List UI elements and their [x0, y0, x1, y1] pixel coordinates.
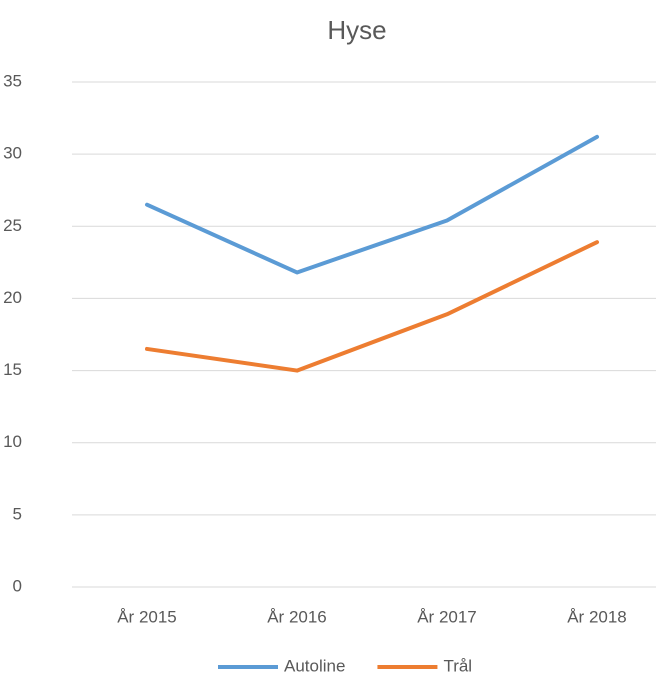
y-tick-label: 30: [3, 144, 22, 163]
y-tick-label: 25: [3, 216, 22, 235]
x-tick-label: År 2017: [417, 607, 477, 626]
x-tick-label: År 2015: [117, 607, 177, 626]
legend-label: Trål: [443, 656, 472, 675]
chart-title: Hyse: [327, 15, 386, 45]
x-tick-label: År 2016: [267, 607, 327, 626]
y-tick-label: 15: [3, 360, 22, 379]
y-tick-label: 0: [13, 576, 22, 595]
y-tick-label: 10: [3, 432, 22, 451]
series-line: [145, 240, 599, 373]
y-tick-label: 20: [3, 288, 22, 307]
legend-label: Autoline: [284, 656, 345, 675]
series-line: [145, 134, 599, 275]
x-tick-label: År 2018: [567, 607, 627, 626]
y-tick-label: 5: [13, 504, 22, 523]
y-tick-label: 35: [3, 71, 22, 90]
